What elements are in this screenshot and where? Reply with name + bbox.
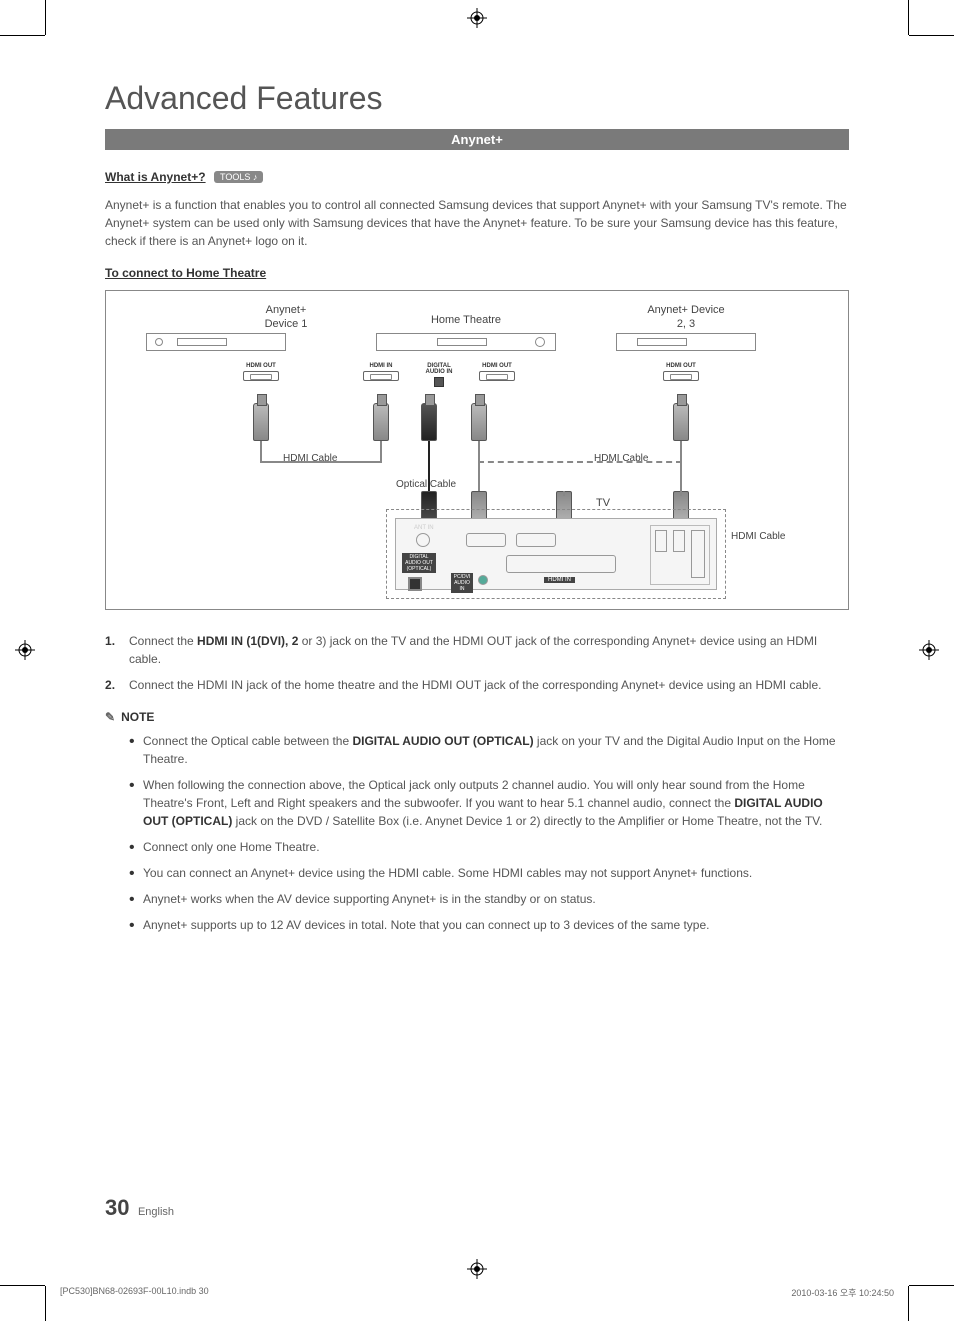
step-item: Connect the HDMI IN (1(DVI), 2 or 3) jac… [105,632,849,668]
diagram-device1-box [146,333,286,351]
tools-badge: TOOLS ♪ [214,171,263,183]
optical-connector-icon [421,403,437,441]
page-footer: 30 English [105,1195,174,1221]
hdmi-connector-icon [253,403,269,441]
registration-mark-icon [467,1259,487,1279]
crop-mark [909,35,954,36]
connection-diagram: Anynet+Device 1 Home Theatre Anynet+ Dev… [105,290,849,610]
note-heading: NOTE [105,710,849,724]
heading-connect-home-theatre: To connect to Home Theatre [105,266,266,280]
footer-timestamp: 2010-03-16 오후 10:24:50 [791,1286,894,1299]
crop-mark [909,1285,954,1286]
notes-list: Connect the Optical cable between the DI… [105,732,849,934]
diagram-port-device1: HDMI OUT [241,363,281,381]
diagram-label-optical-cable: Optical Cable [396,479,456,490]
registration-mark-icon [467,8,487,28]
heading-row: What is Anynet+? TOOLS ♪ [105,168,849,190]
note-text: You can connect an Anynet+ device using … [143,866,752,880]
crop-mark [0,1285,45,1286]
registration-mark-icon [15,640,35,660]
crop-mark [908,1286,909,1321]
note-text: Connect the Optical cable between the [143,734,352,748]
note-text: Anynet+ supports up to 12 AV devices in … [143,918,709,932]
note-text: When following the connection above, the… [143,778,805,810]
heading-what-is-anynet: What is Anynet+? [105,170,206,184]
step-text: Connect the [129,634,197,648]
registration-mark-icon [919,640,939,660]
port-label-digital-audio-in: DIGITAL AUDIO IN [419,363,459,375]
page-number: 30 [105,1195,129,1220]
note-item: You can connect an Anynet+ device using … [129,864,849,882]
diagram-device23-box [616,333,756,351]
step-bold: HDMI IN (1(DVI), 2 [197,634,298,648]
footer-filename: [PC530]BN68-02693F-00L10.indb 30 [60,1286,209,1299]
crop-mark [908,0,909,35]
port-label-hdmi-in: HDMI IN [361,363,401,369]
note-item: Connect the Optical cable between the DI… [129,732,849,768]
step-item: Connect the HDMI IN jack of the home the… [105,676,849,694]
diagram-label-hdmi-cable: HDMI Cable [731,531,785,542]
page-content: Advanced Features Anynet+ What is Anynet… [105,80,849,1221]
crop-mark [45,0,46,35]
port-label-hdmi-out: HDMI OUT [661,363,701,369]
note-bold: DIGITAL AUDIO OUT (OPTICAL) [352,734,533,748]
diagram-ports-home-theatre: HDMI IN DIGITAL AUDIO IN HDMI OUT [361,363,517,387]
hdmi-connector-icon [673,403,689,441]
port-label-hdmi-out: HDMI OUT [241,363,281,369]
section-bar: Anynet+ [105,129,849,150]
intro-paragraph: Anynet+ is a function that enables you t… [105,196,849,250]
diagram-tv-box: ANT IN DIGITALAUDIO OUT(OPTICAL) PC/DVIA… [386,509,726,599]
note-text: Anynet+ works when the AV device support… [143,892,596,906]
hdmi-connector-icon [471,403,487,441]
crop-mark [0,35,45,36]
step-text: Connect the HDMI IN jack of the home the… [129,678,821,692]
note-item: When following the connection above, the… [129,776,849,830]
note-text: Connect only one Home Theatre. [143,840,320,854]
diagram-label-device1: Anynet+Device 1 [246,303,326,332]
tools-label: TOOLS [220,172,250,182]
note-item: Connect only one Home Theatre. [129,838,849,856]
note-item: Anynet+ works when the AV device support… [129,890,849,908]
page-language: English [138,1206,174,1218]
steps-list: Connect the HDMI IN (1(DVI), 2 or 3) jac… [105,632,849,694]
document-footer: [PC530]BN68-02693F-00L10.indb 30 2010-03… [60,1286,894,1299]
diagram-label-home-theatre: Home Theatre [416,313,516,327]
port-label-hdmi-out: HDMI OUT [477,363,517,369]
diagram-port-device23: HDMI OUT [661,363,701,381]
page-title: Advanced Features [105,80,849,117]
diagram-home-theatre-box [376,333,556,351]
note-item: Anynet+ supports up to 12 AV devices in … [129,916,849,934]
note-text: jack on the DVD / Satellite Box (i.e. An… [232,814,822,828]
diagram-label-device23: Anynet+ Device2, 3 [626,303,746,332]
hdmi-connector-icon [373,403,389,441]
crop-mark [45,1286,46,1321]
